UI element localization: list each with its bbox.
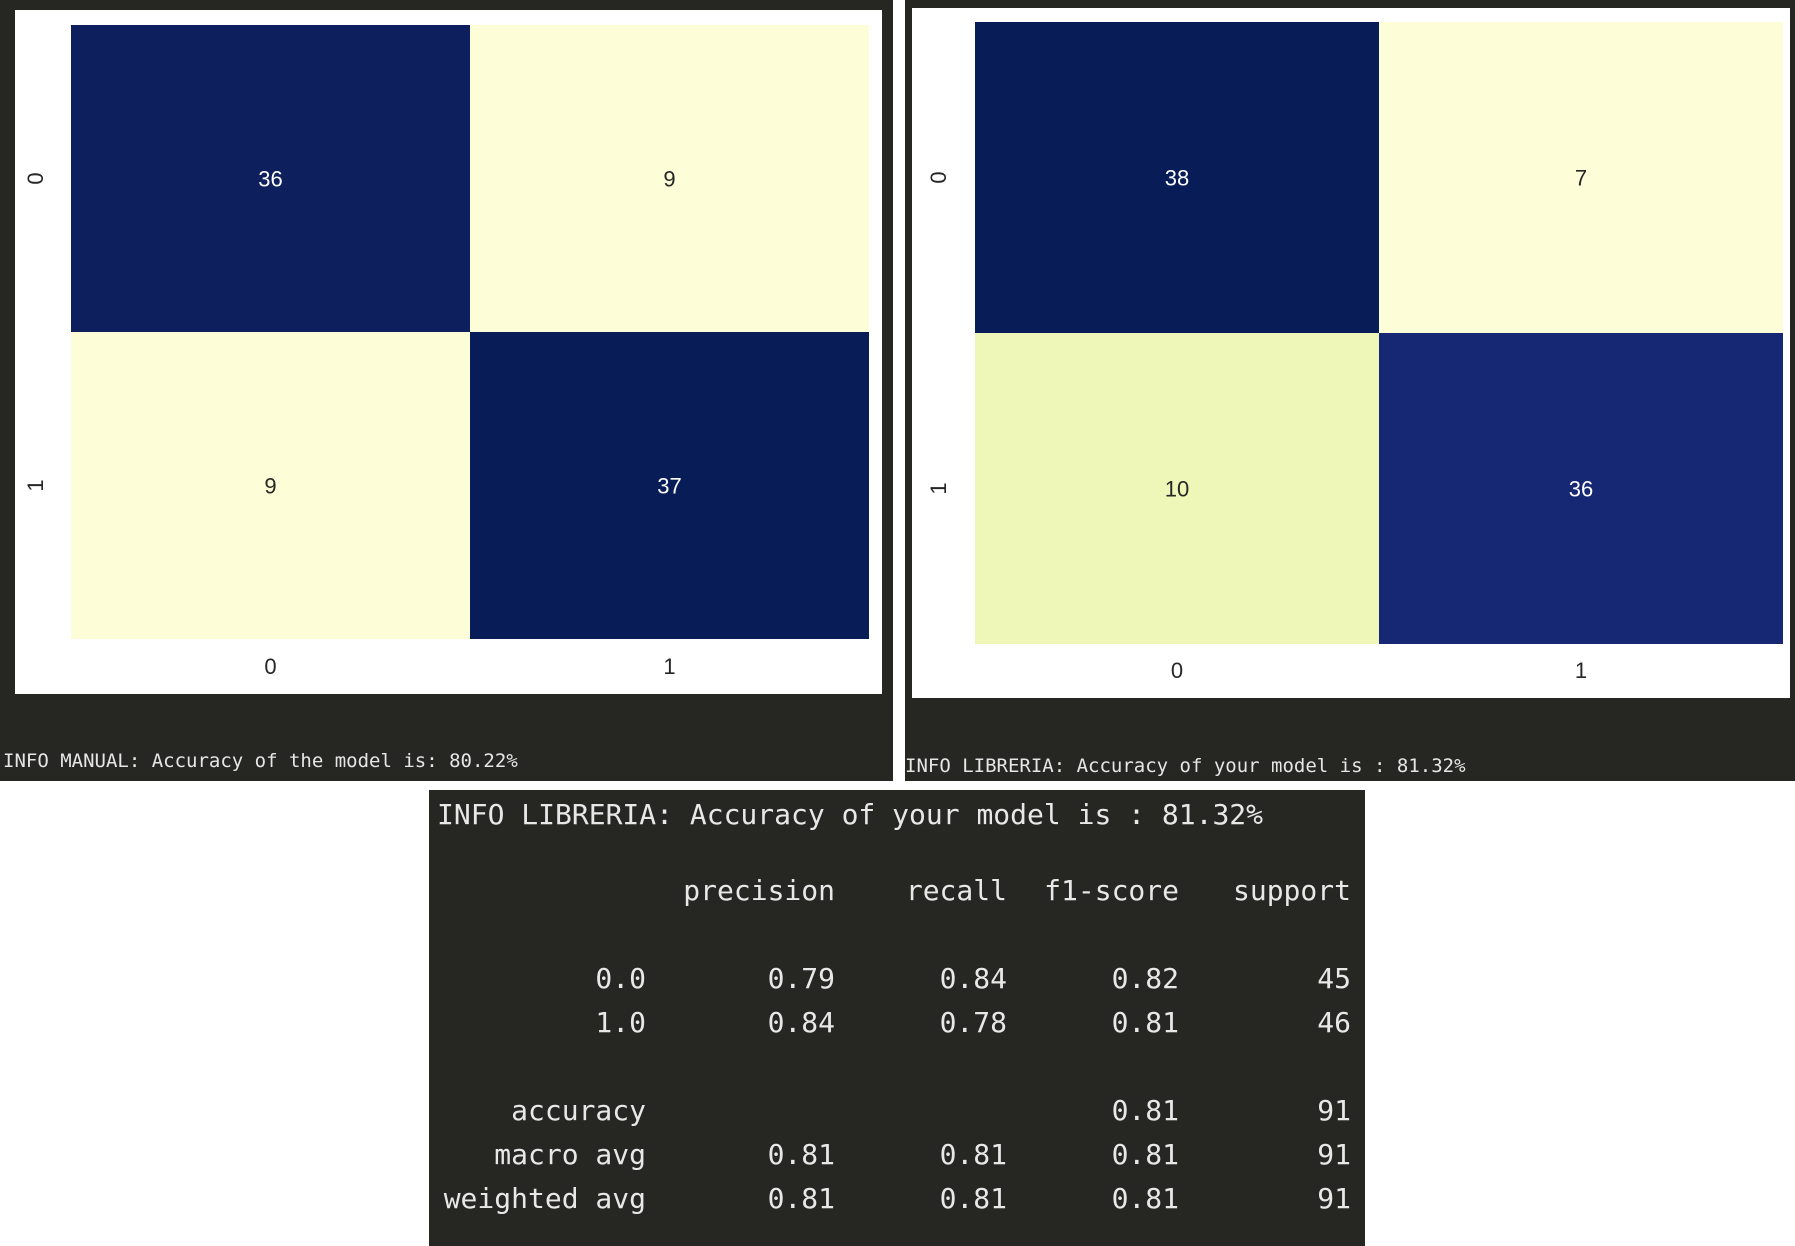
left-x-tick-label: 0: [264, 654, 276, 679]
row-recall: 0.78: [939, 1005, 1007, 1039]
left-x-tick-label: 1: [663, 654, 675, 679]
table-row: 1.0 0.84 0.78 0.81 46: [429, 1000, 1351, 1044]
row-support: 91: [1317, 1137, 1351, 1171]
row-f1-score: 0.82: [1111, 961, 1179, 995]
left-heatmap-cell-r0-c0: [71, 25, 470, 332]
row-recall: 0.84: [939, 961, 1007, 995]
report-spacer-row: [429, 1044, 1351, 1088]
row-f1-score: 0.81: [1111, 1181, 1179, 1215]
row-f1-score: 0.81: [1111, 1093, 1179, 1127]
row-label: 1.0: [595, 1005, 646, 1039]
classification-report-table: precision recall f1-score support 0.0 0.…: [429, 868, 1351, 1220]
table-row: 0.0 0.79 0.84 0.82 45: [429, 956, 1351, 1000]
row-precision: 0.79: [767, 961, 835, 995]
row-label: macro avg: [494, 1137, 646, 1171]
row-support: 46: [1317, 1005, 1351, 1039]
table-row: accuracy 0.81 91: [429, 1088, 1351, 1132]
table-row: macro avg 0.81 0.81 0.81 91: [429, 1132, 1351, 1176]
row-support: 91: [1317, 1181, 1351, 1215]
right-output-panel: 38 7 10 36 0 1 0 1 INFO LIBRERIA: Accuracy of y…: [905, 0, 1795, 781]
right-confusion-matrix-figure: 38 7 10 36 0 1 0 1: [912, 8, 1790, 698]
header-cell-recall: recall: [905, 873, 1007, 907]
right-heatmap-cell-r1-c0: [975, 333, 1379, 644]
left-confusion-matrix-figure: 36 9 9 37 0 1 0 1: [15, 10, 882, 694]
row-recall: 0.81: [939, 1137, 1007, 1171]
classification-report-panel: INFO LIBRERIA: Accuracy of your model is…: [429, 790, 1365, 1246]
right-heatmap-cell-label-r0-c1: 7: [1575, 166, 1587, 191]
right-confusion-matrix-heatmap: 38 710 360 101: [926, 22, 1783, 683]
row-support: 91: [1317, 1093, 1351, 1127]
right-x-tick-label: 1: [1575, 658, 1587, 683]
left-confusion-matrix-heatmap: 36 9 9 37 0 1 0 1: [23, 25, 869, 679]
left-heatmap-cell-r1-c0: [71, 332, 470, 639]
left-y-tick-label: 0: [23, 172, 48, 184]
row-precision: 0.84: [767, 1005, 835, 1039]
table-row: weighted avg 0.81 0.81 0.81 91: [429, 1176, 1351, 1220]
row-label: 0.0: [595, 961, 646, 995]
row-recall: 0.81: [939, 1181, 1007, 1215]
left-output-panel: 36 9 9 37 0 1 0 1 INFO MANUAL: Accuracy of the …: [0, 0, 893, 781]
right-x-tick-label: 0: [1171, 658, 1183, 683]
right-heatmap-cell-label-r1-c0: 10: [1165, 477, 1189, 502]
header-cell-precision: precision: [683, 873, 835, 907]
left-y-tick-label: 1: [23, 479, 48, 491]
left-heatmap-cell-label-r1-c0: 9: [264, 474, 276, 499]
row-label: weighted avg: [443, 1181, 646, 1215]
right-heatmap-cell-label-r0-c0: 38: [1165, 166, 1189, 191]
header-cell-support: support: [1232, 873, 1351, 907]
right-heatmap-cell-r0-c1: [1379, 22, 1783, 333]
row-precision: [646, 1088, 835, 1132]
right-heatmap-cell-r1-c1: [1379, 333, 1783, 644]
report-spacer-row: [429, 912, 1351, 956]
row-f1-score: 0.81: [1111, 1005, 1179, 1039]
right-heatmap-cell-r0-c0: [975, 22, 1379, 333]
header-cell-f1-score: f1-score: [1044, 873, 1179, 907]
left-heatmap-cell-label-r1-c1: 37: [657, 474, 681, 499]
left-heatmap-cell-r0-c1: [470, 25, 869, 332]
left-heatmap-cell-r1-c1: [470, 332, 869, 639]
left-heatmap-cell-label-r0-c0: 36: [258, 167, 282, 192]
row-precision: 0.81: [767, 1181, 835, 1215]
report-title: INFO LIBRERIA: Accuracy of your model is…: [437, 798, 1264, 831]
row-f1-score: 0.81: [1111, 1137, 1179, 1171]
row-label: accuracy: [511, 1093, 646, 1127]
right-y-tick-label: 0: [926, 171, 951, 183]
right-y-tick-label: 1: [926, 482, 951, 494]
right-heatmap-cell-label-r1-c1: 36: [1569, 477, 1593, 502]
left-accuracy-status: INFO MANUAL: Accuracy of the model is: 8…: [3, 750, 518, 772]
row-recall: [835, 1088, 1007, 1132]
row-precision: 0.81: [767, 1137, 835, 1171]
left-heatmap-cell-label-r0-c1: 9: [663, 167, 675, 192]
row-support: 45: [1317, 961, 1351, 995]
right-accuracy-status: INFO LIBRERIA: Accuracy of your model is…: [905, 755, 1466, 777]
header-cell-label: [429, 868, 646, 912]
report-header-row: precision recall f1-score support: [429, 868, 1351, 912]
